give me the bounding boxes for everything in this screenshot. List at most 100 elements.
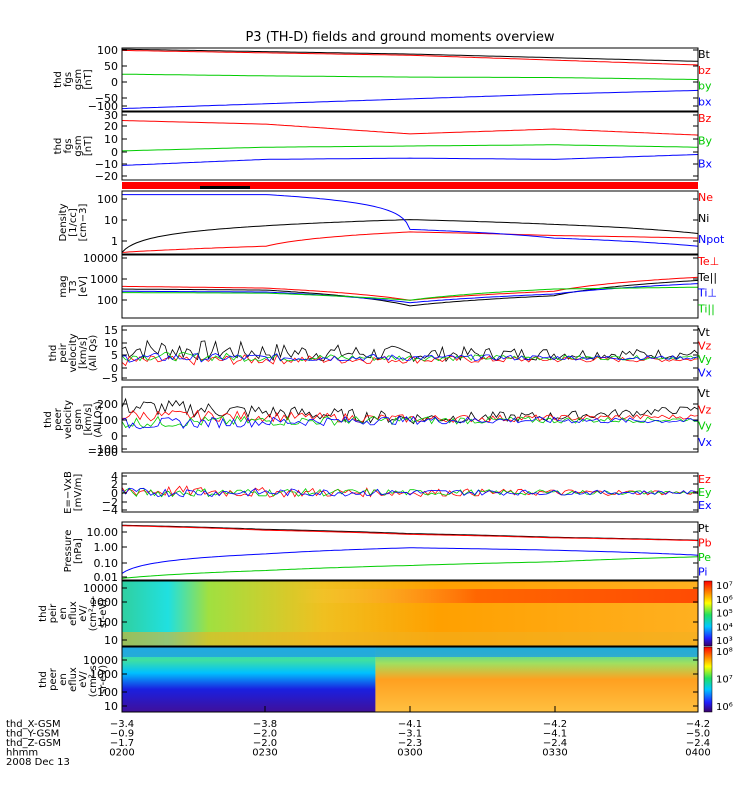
panel-fgs_gsm: 100 50 0 −50−100 thd fgs gsm [nT] Bt bz by bx [53, 44, 712, 113]
electron-spectrogram-left [122, 647, 376, 712]
series-Vy [121, 351, 699, 362]
y-tick-label: 100 [97, 616, 118, 629]
legend-Npot: Npot [698, 233, 725, 246]
x-tick-label: 0300 [397, 748, 422, 759]
y-axis-label: en [58, 607, 69, 620]
y-axis-label: velocity [68, 333, 79, 372]
ion-spectrogram-low-band [122, 632, 698, 646]
series-Ex [121, 487, 699, 498]
y-axis-label: fgs [63, 138, 74, 153]
panel-frame [121, 254, 699, 319]
y-tick-label: 1000 [90, 668, 118, 681]
y-tick-label: 10000 [83, 654, 118, 667]
legend-by: by [698, 80, 712, 93]
y-tick-label: 100 [97, 294, 118, 307]
y-tick-label: 0 [111, 146, 118, 159]
colorbar-tick-label: 10⁷ [716, 581, 733, 592]
y-tick-label: 50 [104, 60, 118, 73]
legend-Vt: Vt [698, 326, 711, 339]
y-axis-label: thd [38, 605, 49, 622]
y-axis-label: eV/ [78, 605, 89, 622]
y-axis-label: thd [38, 671, 49, 688]
y-tick-label: −20 [95, 170, 118, 183]
legend-Vy: Vy [698, 353, 712, 366]
y-tick-label: 30 [104, 109, 118, 122]
burst-mode-bar [122, 182, 698, 189]
panel-peer_velocity: 200 100 0−100−200 thd peer velocity gsm [km/s](… [43, 386, 713, 459]
y-axis-label: peir [48, 603, 59, 623]
y-tick-label: 0 [111, 430, 118, 443]
colorbar-tick-label: 10⁷ [716, 675, 733, 686]
y-axis-label: E=−VxB [63, 471, 74, 514]
x-row-label: thd_Y-GSM [6, 729, 59, 740]
legend-Vy: Vy [698, 420, 712, 433]
panel-frame [121, 47, 699, 112]
y-axis-label: eV/ [78, 671, 89, 688]
y-axis-label: peer [48, 667, 59, 691]
y-axis-label: thd [53, 71, 64, 88]
colorbar-tick-label: 10⁸ [716, 647, 733, 658]
x-tick-label: −2.0 [253, 738, 277, 749]
y-axis-label: (cm²-s- [88, 595, 99, 631]
x-tick-label: −5.0 [686, 729, 710, 740]
x-tick-label: −4.2 [543, 719, 567, 730]
series-Pi [121, 547, 699, 574]
y-tick-label: 0 [111, 76, 118, 89]
series-Ti|| [122, 286, 698, 301]
x-tick-label: −2.4 [543, 738, 567, 749]
electron-spectrogram-top [122, 647, 698, 657]
y-tick-label: 0 [111, 362, 118, 375]
x-tick-label: 0230 [252, 748, 277, 759]
series-Vy [121, 415, 699, 429]
colorbar-tick-label: 10³ [716, 636, 733, 647]
y-axis-label: [1/cc] [68, 208, 79, 237]
x-tick-label: −3.4 [110, 719, 134, 730]
legend-Bt: Bt [698, 48, 711, 61]
y-tick-label: 10000 [83, 582, 118, 595]
y-axis-label: velocity [63, 400, 74, 439]
x-tick-label: 0330 [542, 748, 567, 759]
colorbar-tick-label: 10⁴ [716, 622, 733, 633]
x-tick-label: −2.0 [253, 729, 277, 740]
series-bx [121, 89, 699, 110]
legend-Vx: Vx [698, 367, 713, 380]
date-label: 2008 Dec 13 [6, 757, 70, 768]
y-axis-label: eflux [68, 601, 79, 626]
series-Ez [121, 485, 699, 498]
series-Bz [121, 120, 699, 136]
y-tick-label: 1000 [90, 273, 118, 286]
y-tick-label: −50 [95, 92, 118, 105]
series-Pb [121, 525, 699, 542]
legend-bx: bx [698, 95, 712, 108]
y-tick-label: −4 [102, 504, 118, 517]
electron-spectrogram-right [375, 647, 698, 712]
panel-frame [121, 521, 699, 581]
x-tick-label: −4.1 [398, 719, 422, 730]
series-Vx [121, 352, 699, 363]
x-row-label: thd_X-GSM [6, 719, 61, 730]
y-tick-label: 0 [111, 487, 118, 500]
y-axis-label: [mV/m] [73, 474, 84, 512]
legend-Pi: Pi [698, 566, 707, 579]
y-axis-label: (All Qs) [93, 401, 104, 438]
legend-Vz: Vz [698, 340, 712, 353]
panel-frame [121, 325, 699, 381]
series-Ti⊥ [122, 283, 699, 304]
y-axis-label: fgs [63, 72, 74, 87]
legend-Bx: Bx [698, 157, 713, 170]
legend-Pb: Pb [698, 537, 712, 550]
legend-Pt: Pt [698, 522, 710, 535]
y-tick-label: 4 [111, 470, 118, 483]
y-axis-label: sr-eV) [98, 665, 109, 694]
y-tick-label: 100 [97, 414, 118, 427]
series-Vx [121, 415, 699, 430]
legend-Bz: Bz [698, 112, 712, 125]
colorbar-tick-label: 10⁶ [716, 702, 733, 713]
y-tick-label: −2 [102, 496, 118, 509]
y-tick-label: 1000 [90, 596, 118, 609]
